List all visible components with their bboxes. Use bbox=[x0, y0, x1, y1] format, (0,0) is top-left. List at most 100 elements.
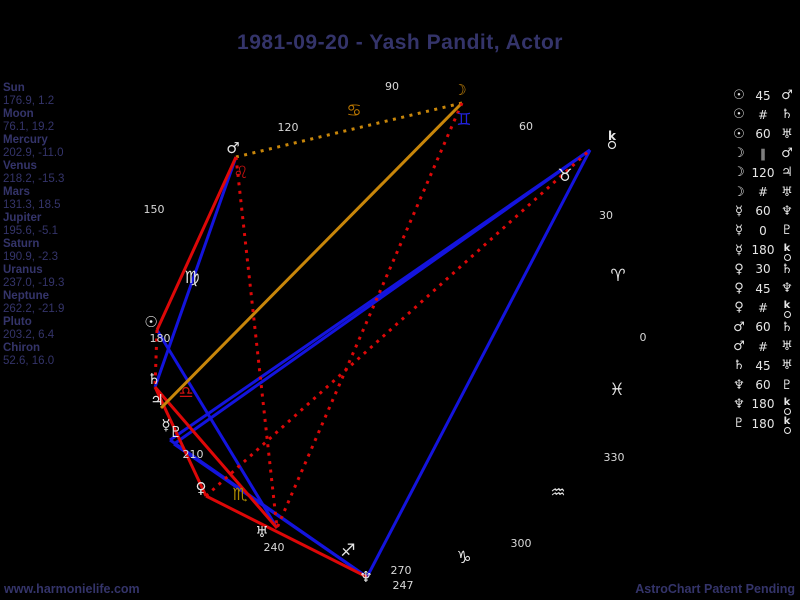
uranus-glyph-icon: ♅ bbox=[781, 184, 793, 200]
planet-glyph-moon: ☽ bbox=[453, 81, 466, 99]
aspect-line-sun-saturn bbox=[153, 329, 159, 388]
planet-longitude-declination: 262.2, -21.9 bbox=[3, 303, 65, 315]
planet-glyph-chiron-circle bbox=[607, 140, 617, 150]
saturn-glyph-icon: ♄ bbox=[781, 319, 793, 335]
planet-glyph-uranus: ♅ bbox=[255, 523, 268, 541]
degree-label-330: 330 bbox=[604, 451, 625, 464]
planet-longitude-declination: 202.9, -11.0 bbox=[3, 147, 64, 159]
aspect-value: 45 bbox=[755, 88, 771, 103]
degree-label-0: 0 bbox=[640, 331, 647, 344]
planet-name: Moon bbox=[3, 108, 34, 120]
planet-glyph-chiron: k bbox=[608, 129, 617, 143]
planet-name: Uranus bbox=[3, 264, 43, 276]
venus-glyph-icon: ♀ bbox=[734, 261, 744, 277]
patent-notice: AstroChart Patent Pending bbox=[635, 582, 795, 596]
planet-longitude-declination: 237.0, -19.3 bbox=[3, 277, 65, 289]
aspect-row-neptune-chiron: ♆ 180 k bbox=[730, 395, 796, 415]
aspect-value: 45 bbox=[755, 281, 771, 296]
uranus-glyph-icon: ♅ bbox=[781, 358, 793, 374]
aspect-row-neptune-pluto: ♆ 60 ♇ bbox=[730, 375, 796, 394]
chiron-glyph-icon: k bbox=[783, 397, 791, 415]
aspect-value: # bbox=[757, 339, 769, 354]
aspect-row-moon-mars: ☽ ∥ ♂ bbox=[730, 144, 796, 163]
planet-name: Venus bbox=[3, 160, 37, 172]
mercury-glyph-icon: ☿ bbox=[735, 223, 743, 239]
aspect-row-mercury-chiron: ☿ 180 k bbox=[730, 240, 796, 261]
aspect-row-moon-uranus: ☽ # ♅ bbox=[730, 182, 796, 201]
planet-glyph-saturn: ♄ bbox=[147, 370, 160, 388]
degree-label-247: 247 bbox=[393, 579, 414, 592]
aspect-row-moon-jupiter: ☽ 120 ♃ bbox=[730, 163, 796, 182]
zodiac-glyph-libra: ♎ bbox=[178, 383, 193, 403]
zodiac-glyph-pisces: ♓ bbox=[609, 380, 624, 400]
aspect-value: ∥ bbox=[760, 146, 766, 161]
aspect-value: 60 bbox=[755, 320, 771, 335]
planet-glyph-mars: ♂ bbox=[226, 139, 239, 157]
aspect-row-sun-saturn: ☉ # ♄ bbox=[730, 105, 796, 124]
moon-glyph-icon: ☽ bbox=[733, 146, 745, 162]
degree-label-300: 300 bbox=[511, 537, 532, 550]
uranus-glyph-icon: ♅ bbox=[781, 126, 793, 142]
planet-name: Sun bbox=[3, 82, 25, 94]
planet-name: Mars bbox=[3, 186, 30, 198]
mercury-glyph-icon: ☿ bbox=[735, 242, 743, 258]
aspect-line-sun-mars bbox=[155, 156, 238, 331]
planet-longitude-declination: 76.1, 19.2 bbox=[3, 121, 55, 133]
aspect-list-panel: ☉ 45 ♂ ☉ # ♄ ☉ 60 ♅ ☽ ∥ ♂ ☽ 120 ♃ ☽ # ♅ ☿ 60 ♆ ☿ 0 ♇ ☿ 180 k ♀ 30 ♄ ♀ 4… bbox=[730, 86, 796, 435]
aspect-value: # bbox=[757, 300, 769, 315]
chiron-glyph-icon: k bbox=[778, 240, 796, 261]
aspect-value: # bbox=[757, 185, 769, 200]
chiron-glyph-icon: k bbox=[778, 413, 796, 435]
aspect-value: 120 bbox=[751, 165, 775, 180]
aspect-line-sun-uranus bbox=[155, 329, 279, 529]
aspect-row-mercury-pluto: ☿ 0 ♇ bbox=[730, 221, 796, 240]
aspect-value: 0 bbox=[759, 223, 767, 238]
aspect-value: # bbox=[757, 107, 769, 122]
degree-label-150: 150 bbox=[144, 203, 165, 216]
aspect-line-moon-uranus bbox=[275, 102, 464, 529]
pluto-glyph-icon: ♇ bbox=[781, 223, 793, 239]
planet-glyph-venus: ♀ bbox=[196, 479, 207, 497]
aspect-row-venus-saturn: ♀ 30 ♄ bbox=[730, 260, 796, 279]
website-link[interactable]: www.harmonielife.com bbox=[4, 582, 140, 596]
planet-name: Mercury bbox=[3, 134, 48, 146]
chiron-glyph-icon: k bbox=[783, 417, 791, 435]
pluto-glyph-icon: ♇ bbox=[733, 416, 745, 432]
aspect-row-sun-mars: ☉ 45 ♂ bbox=[730, 86, 796, 105]
mercury-glyph-icon: ☿ bbox=[735, 203, 743, 219]
planet-glyph-sun: ☉ bbox=[144, 313, 157, 331]
planet-glyph-mercury: ☿ bbox=[161, 416, 170, 434]
zodiac-glyph-virgo: ♍ bbox=[184, 268, 199, 288]
planet-longitude-declination: 131.3, 18.5 bbox=[3, 199, 61, 211]
planet-longitude-declination: 218.2, -15.3 bbox=[3, 173, 65, 185]
degree-label-180: 180 bbox=[150, 332, 171, 345]
neptune-glyph-icon: ♆ bbox=[781, 281, 793, 297]
chiron-glyph-icon: k bbox=[778, 297, 796, 319]
aspect-row-mercury-neptune: ☿ 60 ♆ bbox=[730, 202, 796, 221]
planet-longitude-declination: 195.6, -5.1 bbox=[3, 225, 58, 237]
aspect-value: 180 bbox=[751, 397, 775, 412]
planet-glyph-neptune: ♆ bbox=[359, 568, 372, 586]
neptune-glyph-icon: ♆ bbox=[733, 377, 745, 393]
pluto-glyph-icon: ♇ bbox=[781, 377, 793, 393]
planet-glyph-pluto: ♇ bbox=[169, 423, 182, 441]
mars-glyph-icon: ♂ bbox=[781, 146, 793, 162]
planet-name: Chiron bbox=[3, 342, 41, 354]
degree-label-120: 120 bbox=[278, 121, 299, 134]
degree-label-210: 210 bbox=[183, 448, 204, 461]
chiron-glyph-icon: k bbox=[783, 301, 791, 319]
neptune-glyph-icon: ♆ bbox=[781, 203, 793, 219]
aspect-row-sun-uranus: ☉ 60 ♅ bbox=[730, 125, 796, 144]
mars-glyph-icon: ♂ bbox=[733, 339, 745, 354]
page-title: 1981-09-20 - Yash Pandit, Actor bbox=[237, 31, 563, 54]
aspect-line-mars-saturn bbox=[153, 156, 238, 388]
degree-label-60: 60 bbox=[519, 120, 533, 133]
sun-glyph-icon: ☉ bbox=[733, 126, 745, 142]
planet-name: Saturn bbox=[3, 238, 40, 250]
saturn-glyph-icon: ♄ bbox=[733, 358, 745, 374]
aspect-row-pluto-chiron: ♇ 180 k bbox=[730, 413, 796, 435]
aspect-line-moon-jupiter bbox=[159, 101, 464, 410]
mars-glyph-icon: ♂ bbox=[733, 319, 745, 335]
degree-label-240: 240 bbox=[264, 541, 285, 554]
